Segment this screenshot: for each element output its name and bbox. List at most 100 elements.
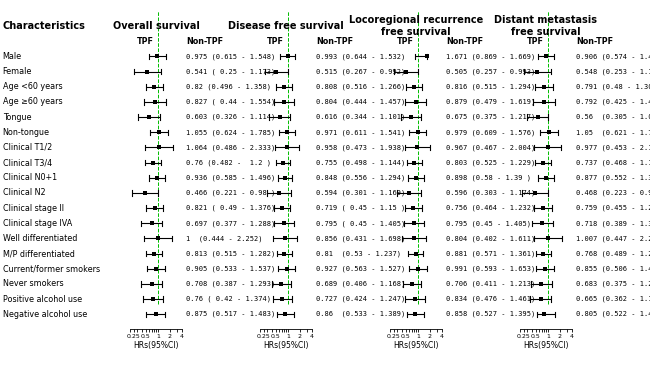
Text: 1.055 (0.624 - 1.785): 1.055 (0.624 - 1.785)	[186, 129, 275, 135]
Text: Disease free survival: Disease free survival	[228, 21, 344, 31]
Text: Clinical T3/4: Clinical T3/4	[3, 158, 52, 167]
Text: 0.56  (0.305 - 1.028): 0.56 (0.305 - 1.028)	[576, 114, 650, 120]
X-axis label: HRs(95%CI): HRs(95%CI)	[393, 341, 439, 350]
Text: Clinical N2: Clinical N2	[3, 188, 46, 197]
Text: Distant metastasis: Distant metastasis	[495, 15, 597, 25]
Text: 0.898 (0.58 - 1.39 ): 0.898 (0.58 - 1.39 )	[446, 175, 531, 181]
Text: 0.76 ( 0.42 - 1.374): 0.76 ( 0.42 - 1.374)	[186, 296, 271, 302]
Text: Non-tongue: Non-tongue	[3, 128, 49, 137]
Text: 0.855 (0.506 - 1.444): 0.855 (0.506 - 1.444)	[576, 265, 650, 272]
Text: 0.665 (0.362 - 1.189): 0.665 (0.362 - 1.189)	[576, 296, 650, 302]
X-axis label: HRs(95%CI): HRs(95%CI)	[133, 341, 179, 350]
Text: 0.906 (0.574 - 1.429): 0.906 (0.574 - 1.429)	[576, 53, 650, 60]
Text: 0.927 (0.563 - 1.527): 0.927 (0.563 - 1.527)	[316, 265, 405, 272]
Text: free survival: free survival	[381, 27, 451, 37]
Text: 0.708 (0.387 - 1.293): 0.708 (0.387 - 1.293)	[186, 281, 275, 287]
Text: TPF: TPF	[137, 37, 154, 46]
Text: 0.936 (0.585 - 1.496): 0.936 (0.585 - 1.496)	[186, 175, 275, 181]
Text: Never smokers: Never smokers	[3, 279, 63, 288]
Text: 0.616 (0.344 - 1.101): 0.616 (0.344 - 1.101)	[316, 114, 405, 120]
Text: 0.881 (0.571 - 1.361): 0.881 (0.571 - 1.361)	[446, 250, 535, 257]
Text: 1.007 (0.447 - 2.267): 1.007 (0.447 - 2.267)	[576, 235, 650, 242]
Text: Clinical stage II: Clinical stage II	[3, 203, 64, 213]
Text: 0.759 (0.455 - 1.264): 0.759 (0.455 - 1.264)	[576, 205, 650, 211]
Text: 0.805 (0.522 - 1.498): 0.805 (0.522 - 1.498)	[576, 311, 650, 317]
Text: 0.795 (0.45 - 1.405): 0.795 (0.45 - 1.405)	[446, 220, 531, 227]
Text: 0.719 ( 0.45 - 1.15 ): 0.719 ( 0.45 - 1.15 )	[316, 205, 405, 211]
Text: 0.993 (0.644 - 1.532): 0.993 (0.644 - 1.532)	[316, 53, 405, 60]
Text: 0.81  (0.53 - 1.237): 0.81 (0.53 - 1.237)	[316, 250, 401, 257]
Text: 0.768 (0.489 - 1.206): 0.768 (0.489 - 1.206)	[576, 250, 650, 257]
Text: Positive alcohol use: Positive alcohol use	[3, 295, 82, 303]
Text: Current/former smokers: Current/former smokers	[3, 264, 99, 273]
Text: 0.792 (0.425 - 1.478): 0.792 (0.425 - 1.478)	[576, 99, 650, 105]
Text: 0.834 (0.476 - 1.461): 0.834 (0.476 - 1.461)	[446, 296, 535, 302]
Text: 0.803 (0.525 - 1.229): 0.803 (0.525 - 1.229)	[446, 159, 535, 166]
Text: TPF: TPF	[267, 37, 284, 46]
Text: 0.515 (0.267 - 0.992): 0.515 (0.267 - 0.992)	[316, 68, 405, 75]
Text: 0.791 (0.48 - 1.305): 0.791 (0.48 - 1.305)	[576, 83, 650, 90]
X-axis label: HRs(95%CI): HRs(95%CI)	[263, 341, 309, 350]
Text: 0.737 (0.468 - 1.16 ): 0.737 (0.468 - 1.16 )	[576, 159, 650, 166]
Text: 0.848 (0.556 - 1.294): 0.848 (0.556 - 1.294)	[316, 175, 405, 181]
Text: 0.975 (0.615 - 1.548): 0.975 (0.615 - 1.548)	[186, 53, 275, 60]
Text: Age ≥60 years: Age ≥60 years	[3, 97, 62, 107]
Text: TPF: TPF	[397, 37, 414, 46]
Text: 0.505 (0.257 - 0.993): 0.505 (0.257 - 0.993)	[446, 68, 535, 75]
Text: 0.804 (0.444 - 1.457): 0.804 (0.444 - 1.457)	[316, 99, 405, 105]
Text: Age <60 years: Age <60 years	[3, 82, 62, 91]
Text: 0.804 (0.402 - 1.611): 0.804 (0.402 - 1.611)	[446, 235, 535, 242]
Text: 0.86  (0.533 - 1.389): 0.86 (0.533 - 1.389)	[316, 311, 405, 317]
Text: Female: Female	[3, 67, 32, 76]
Text: Non-TPF: Non-TPF	[186, 37, 223, 46]
Text: 0.82 (0.496 - 1.358): 0.82 (0.496 - 1.358)	[186, 83, 271, 90]
Text: 0.706 (0.411 - 1.213): 0.706 (0.411 - 1.213)	[446, 281, 535, 287]
Text: 1.671 (0.869 - 1.669): 1.671 (0.869 - 1.669)	[446, 53, 535, 60]
Text: 0.879 (0.479 - 1.619): 0.879 (0.479 - 1.619)	[446, 99, 535, 105]
Text: Characteristics: Characteristics	[3, 21, 85, 31]
Text: 0.991 (0.593 - 1.653): 0.991 (0.593 - 1.653)	[446, 265, 535, 272]
Text: Tongue: Tongue	[3, 113, 31, 122]
Text: Locoregional recurrence: Locoregional recurrence	[349, 15, 483, 25]
Text: 0.858 (0.527 - 1.395): 0.858 (0.527 - 1.395)	[446, 311, 535, 317]
Text: 0.979 (0.609 - 1.576): 0.979 (0.609 - 1.576)	[446, 129, 535, 135]
Text: 0.756 (0.464 - 1.232): 0.756 (0.464 - 1.232)	[446, 205, 535, 211]
Text: 0.816 (0.515 - 1.294): 0.816 (0.515 - 1.294)	[446, 83, 535, 90]
Text: 1  (0.444 - 2.252): 1 (0.444 - 2.252)	[186, 235, 263, 242]
Text: Clinical T1/2: Clinical T1/2	[3, 143, 52, 152]
Text: 0.795 ( 0.45 - 1.405): 0.795 ( 0.45 - 1.405)	[316, 220, 405, 227]
Text: Clinical stage IVA: Clinical stage IVA	[3, 219, 72, 228]
Text: 0.675 (0.375 - 1.217): 0.675 (0.375 - 1.217)	[446, 114, 535, 120]
Text: 0.971 (0.611 - 1.541): 0.971 (0.611 - 1.541)	[316, 129, 405, 135]
Text: 0.967 (0.467 - 2.004): 0.967 (0.467 - 2.004)	[446, 144, 535, 151]
Text: Non-TPF: Non-TPF	[576, 37, 613, 46]
Text: 1.05  (0.621 - 1.776): 1.05 (0.621 - 1.776)	[576, 129, 650, 135]
Text: Overall survival: Overall survival	[112, 21, 200, 31]
Text: 0.977 (0.453 - 2.108): 0.977 (0.453 - 2.108)	[576, 144, 650, 151]
Text: 0.468 (0.223 - 0.986): 0.468 (0.223 - 0.986)	[576, 190, 650, 196]
Text: 1.064 (0.486 - 2.333): 1.064 (0.486 - 2.333)	[186, 144, 275, 151]
Text: 0.548 (0.253 - 1.187): 0.548 (0.253 - 1.187)	[576, 68, 650, 75]
Text: M/P differentiated: M/P differentiated	[3, 249, 75, 258]
Text: free survival: free survival	[511, 27, 581, 37]
Text: 0.755 (0.498 - 1.144): 0.755 (0.498 - 1.144)	[316, 159, 405, 166]
Text: 0.541 ( 0.25 - 1.173): 0.541 ( 0.25 - 1.173)	[186, 68, 275, 75]
Text: 0.877 (0.552 - 1.394): 0.877 (0.552 - 1.394)	[576, 175, 650, 181]
Text: Male: Male	[3, 52, 21, 61]
Text: 0.689 (0.406 - 1.168): 0.689 (0.406 - 1.168)	[316, 281, 405, 287]
Text: 0.856 (0.431 - 1.698): 0.856 (0.431 - 1.698)	[316, 235, 405, 242]
Text: 0.76 (0.482 -  1.2 ): 0.76 (0.482 - 1.2 )	[186, 159, 271, 166]
X-axis label: HRs(95%CI): HRs(95%CI)	[523, 341, 569, 350]
Text: 0.808 (0.516 - 1.266): 0.808 (0.516 - 1.266)	[316, 83, 405, 90]
Text: 0.905 (0.533 - 1.537): 0.905 (0.533 - 1.537)	[186, 265, 275, 272]
Text: 0.603 (0.326 - 1.114): 0.603 (0.326 - 1.114)	[186, 114, 275, 120]
Text: 0.697 (0.377 - 1.288): 0.697 (0.377 - 1.288)	[186, 220, 275, 227]
Text: 0.466 (0.221 - 0.98 ): 0.466 (0.221 - 0.98 )	[186, 190, 275, 196]
Text: Non-TPF: Non-TPF	[316, 37, 353, 46]
Text: Clinical N0+1: Clinical N0+1	[3, 173, 57, 182]
Text: Well differentiated: Well differentiated	[3, 234, 77, 243]
Text: 0.727 (0.424 - 1.247): 0.727 (0.424 - 1.247)	[316, 296, 405, 302]
Text: 0.718 (0.389 - 1.327): 0.718 (0.389 - 1.327)	[576, 220, 650, 227]
Text: Non-TPF: Non-TPF	[446, 37, 483, 46]
Text: TPF: TPF	[527, 37, 544, 46]
